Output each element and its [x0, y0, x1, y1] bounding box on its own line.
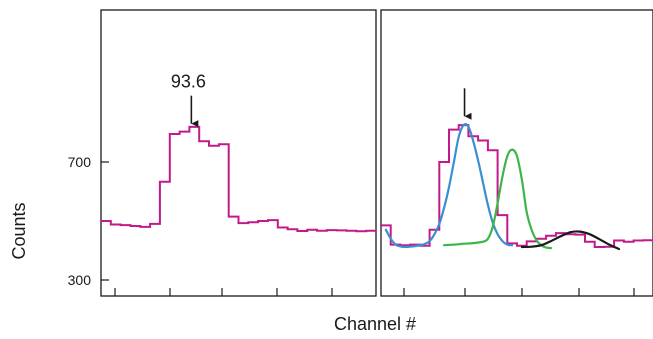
left-peak-label-1: 93.6 — [171, 72, 206, 92]
x-axis-label: Channel # — [334, 314, 416, 334]
y-tick-label-300: 300 — [68, 272, 92, 288]
right-series-1-step-line — [380, 124, 653, 248]
left-panel-frame — [100, 9, 377, 297]
right-series-3-smooth-line — [443, 148, 553, 250]
right-series-4-smooth-line — [520, 230, 621, 251]
right-series-2-smooth-line — [384, 123, 514, 249]
right-panel-frame — [380, 9, 653, 297]
y-tick-label-700: 700 — [68, 154, 92, 170]
left-series-1-step-line — [100, 125, 377, 233]
y-axis-label: Counts — [9, 202, 29, 259]
